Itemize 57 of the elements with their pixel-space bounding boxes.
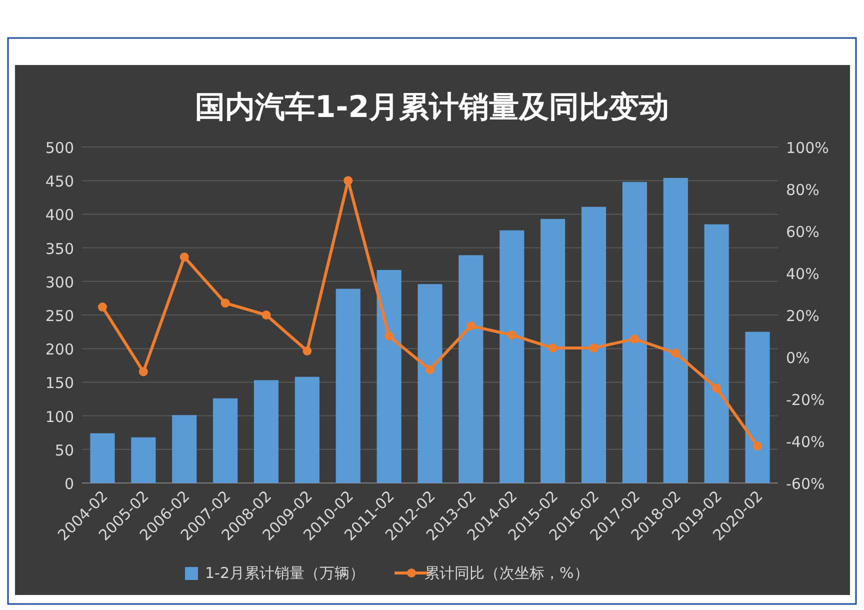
y2-tick-label: -20% xyxy=(786,391,825,409)
bar xyxy=(500,230,524,483)
bar xyxy=(581,206,606,483)
y2-tick-label: 60% xyxy=(786,223,820,241)
bar xyxy=(336,288,360,483)
point xyxy=(344,176,353,186)
bar xyxy=(540,218,566,483)
y2-tick-label: 80% xyxy=(786,181,820,199)
bar xyxy=(254,380,279,483)
point xyxy=(384,332,394,340)
point xyxy=(98,302,107,312)
y-tick-label: 250 xyxy=(45,307,74,325)
y-tick-label: 400 xyxy=(45,206,74,224)
y-tick-label: 200 xyxy=(45,340,74,359)
point xyxy=(180,252,189,262)
y-tick-label: 100 xyxy=(45,408,74,426)
y-tick-label: 150 xyxy=(45,374,74,392)
y-tick-label: 350 xyxy=(45,240,74,258)
bar xyxy=(458,255,484,483)
legend-label: 累计同比（次坐标，%） xyxy=(424,564,589,582)
bar xyxy=(745,332,770,483)
bar xyxy=(622,182,647,483)
point xyxy=(548,343,558,352)
point xyxy=(507,330,516,340)
bar xyxy=(704,224,729,483)
legend-label: 1-2月累计销量（万辆） xyxy=(205,564,364,582)
y2-tick-label: 20% xyxy=(786,307,820,325)
y2-tick-label: -60% xyxy=(786,475,825,493)
y-tick-label: 500 xyxy=(45,139,74,157)
y2-tick-label: 40% xyxy=(786,265,820,283)
y-tick-label: 0 xyxy=(64,475,74,493)
y2-tick-label: 100% xyxy=(786,139,829,157)
point xyxy=(426,365,434,374)
point xyxy=(753,442,762,451)
point xyxy=(671,348,680,358)
bar xyxy=(213,398,238,483)
point xyxy=(302,346,312,356)
y-tick-label: 300 xyxy=(45,273,74,292)
point xyxy=(589,343,598,352)
bar xyxy=(294,376,320,483)
bar xyxy=(418,284,442,483)
bar xyxy=(90,433,115,483)
point xyxy=(466,321,476,330)
point xyxy=(220,298,230,308)
point xyxy=(138,367,148,376)
point xyxy=(630,334,640,344)
y2-tick-label: 0% xyxy=(786,349,810,367)
bar xyxy=(663,178,688,483)
bar xyxy=(131,437,156,483)
point xyxy=(262,310,271,320)
y2-tick-label: -40% xyxy=(786,433,825,451)
y-tick-label: 450 xyxy=(45,172,74,191)
chart-title: 国内汽车1-2月累计销量及同比变动 xyxy=(194,90,670,125)
bar xyxy=(376,270,402,483)
y-tick-label: 50 xyxy=(54,441,74,460)
point xyxy=(712,384,722,393)
bar xyxy=(172,415,197,483)
